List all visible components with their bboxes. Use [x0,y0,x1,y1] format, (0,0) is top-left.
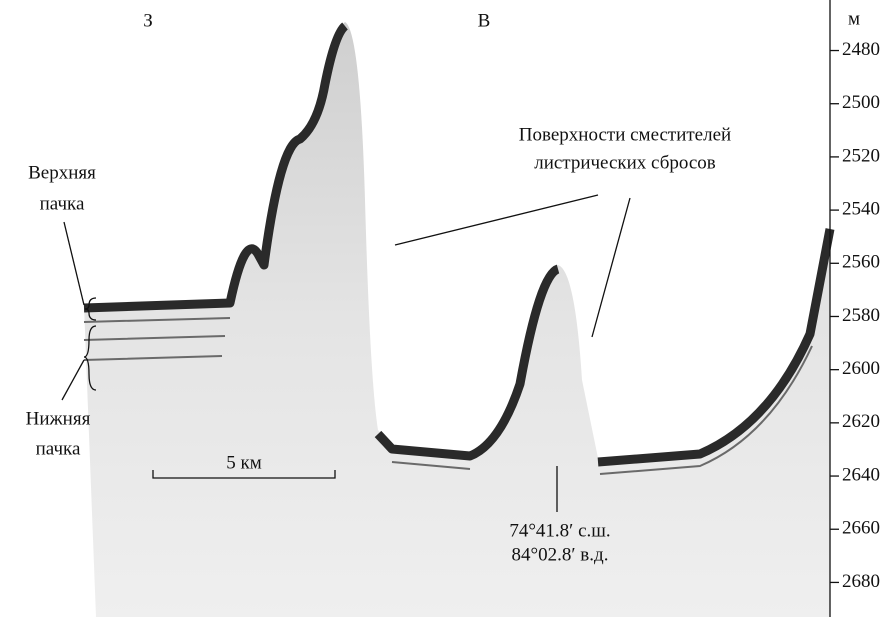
tick-label: 2660 [842,518,880,539]
tick-label: 2680 [842,571,880,592]
fault-label: Поверхности сместителей [519,124,731,145]
profile-figure: З В Поверхности сместителей листрических… [0,0,892,617]
leader-line [64,222,84,305]
fault-label: листрических сбросов [534,152,716,173]
tick-label: 2540 [842,198,880,219]
east-label: В [478,10,491,31]
coordinate-label: 74°41.8′ с.ш. [509,520,610,541]
seismic-record [84,22,830,617]
axis-unit: м [848,8,860,29]
tick-label: 2600 [842,358,880,379]
leader-line [592,198,630,337]
tick-label: 2640 [842,464,880,485]
west-label: З [143,10,153,31]
coordinate-label: 84°02.8′ в.д. [512,544,609,565]
leader-line [62,360,84,400]
tick-label: 2500 [842,92,880,113]
scale-label: 5 км [226,452,262,473]
unit-label: Нижняя [26,408,91,429]
tick-label: 2580 [842,305,880,326]
tick-label: 2620 [842,411,880,432]
leader-line [395,195,598,245]
unit-label: пачка [36,438,81,459]
tick-label: 2480 [842,39,880,60]
tick-label: 2520 [842,145,880,166]
unit-label: пачка [40,193,85,214]
tick-label: 2560 [842,252,880,273]
unit-label: Верхняя [28,162,96,183]
